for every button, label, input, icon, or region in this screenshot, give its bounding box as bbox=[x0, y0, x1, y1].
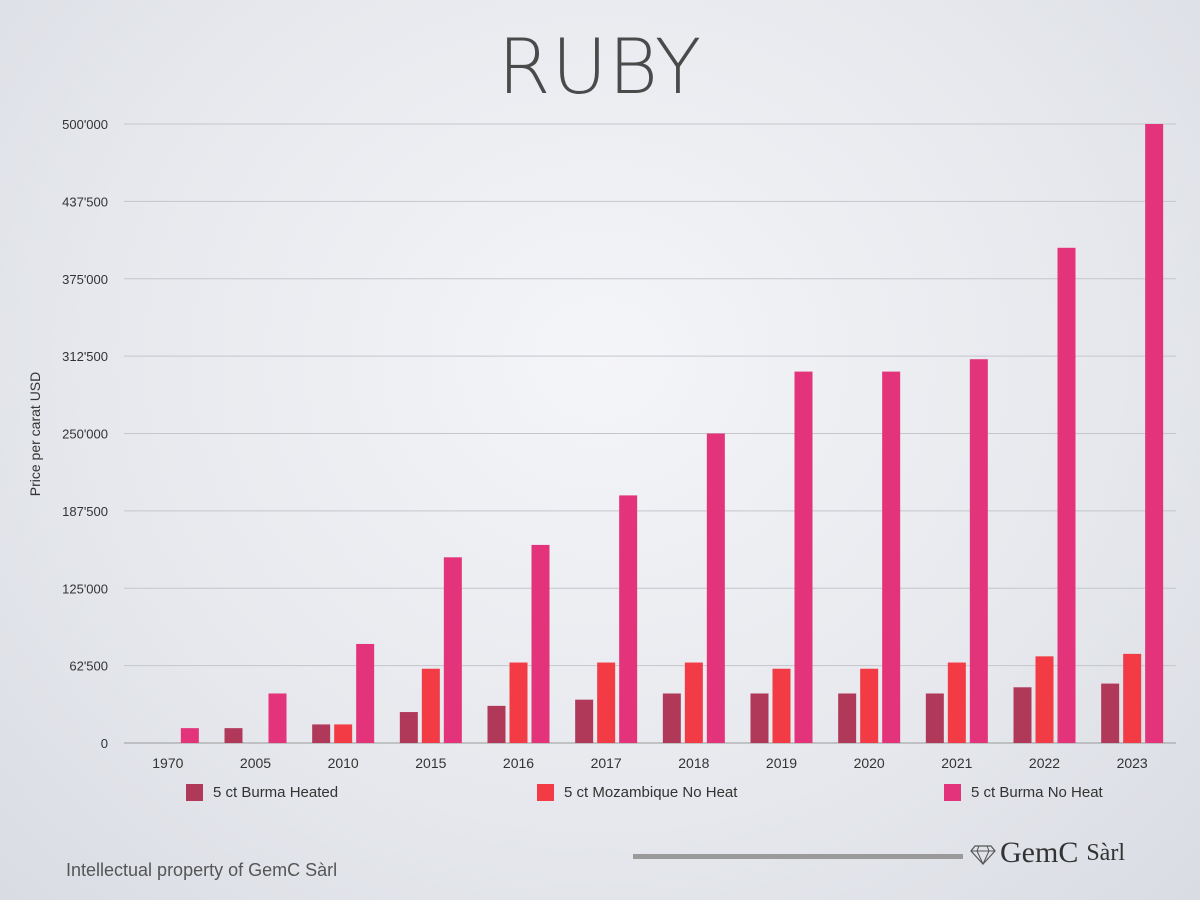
grid-lines bbox=[124, 123, 1176, 744]
bar-5-ct-burma-no-heat-2010 bbox=[356, 643, 375, 743]
bar-5-ct-mozambique-no-heat-2019 bbox=[772, 668, 791, 743]
x-tick-label: 2016 bbox=[503, 755, 534, 771]
bars bbox=[180, 124, 1164, 744]
bar-5-ct-burma-heated-2022 bbox=[1013, 687, 1032, 743]
footer-divider bbox=[633, 854, 963, 859]
y-tick-label: 437'500 bbox=[62, 194, 108, 209]
bar-5-ct-mozambique-no-heat-2021 bbox=[947, 662, 966, 743]
x-tick-label: 2021 bbox=[941, 755, 972, 771]
bar-5-ct-burma-heated-2005 bbox=[224, 728, 243, 743]
legend-label: 5 ct Burma Heated bbox=[213, 784, 339, 801]
bar-5-ct-burma-no-heat-2015 bbox=[443, 557, 462, 743]
logo-name: GemC bbox=[1000, 836, 1079, 869]
y-tick-label: 375'000 bbox=[62, 272, 108, 287]
logo-suffix: Sàrl bbox=[1086, 839, 1125, 866]
bar-5-ct-burma-no-heat-2020 bbox=[882, 371, 901, 743]
y-tick-label: 0 bbox=[101, 736, 108, 751]
legend-swatch bbox=[944, 784, 961, 801]
x-tick-label: 1970 bbox=[152, 755, 183, 771]
bar-5-ct-burma-no-heat-1970 bbox=[180, 728, 199, 743]
bar-5-ct-burma-heated-2020 bbox=[838, 693, 857, 743]
y-tick-label: 250'000 bbox=[62, 427, 108, 442]
bar-5-ct-burma-no-heat-2023 bbox=[1145, 124, 1164, 743]
legend-label: 5 ct Mozambique No Heat bbox=[564, 784, 738, 801]
bar-5-ct-burma-heated-2021 bbox=[925, 693, 944, 743]
y-tick-label: 125'000 bbox=[62, 581, 108, 596]
x-tick-label: 2018 bbox=[678, 755, 709, 771]
x-tick-label: 2022 bbox=[1029, 755, 1060, 771]
bar-5-ct-burma-no-heat-2005 bbox=[268, 693, 287, 743]
y-tick-labels: 0 62'500 125'000 187'500 250'000 312'500 375'0… bbox=[62, 117, 108, 751]
bar-5-ct-burma-heated-2018 bbox=[662, 693, 681, 743]
bar-5-ct-burma-heated-2023 bbox=[1101, 683, 1120, 743]
y-tick-label: 500'000 bbox=[62, 117, 108, 132]
bar-5-ct-burma-heated-2010 bbox=[312, 724, 331, 743]
copyright-notice: Intellectual property of GemC Sàrl bbox=[66, 860, 338, 880]
x-tick-label: 2020 bbox=[854, 755, 885, 771]
bar-5-ct-burma-heated-2016 bbox=[487, 705, 506, 743]
bar-5-ct-burma-no-heat-2021 bbox=[969, 359, 988, 743]
legend-label: 5 ct Burma No Heat bbox=[971, 784, 1103, 801]
legend: 5 ct Burma Heated 5 ct Mozambique No Hea… bbox=[0, 784, 1200, 808]
legend-swatch bbox=[537, 784, 554, 801]
bar-5-ct-mozambique-no-heat-2018 bbox=[684, 662, 703, 743]
bar-5-ct-mozambique-no-heat-2020 bbox=[860, 668, 879, 743]
company-logo: GemC Sàrl bbox=[970, 836, 1125, 870]
x-tick-label: 2017 bbox=[591, 755, 622, 771]
x-tick-label: 2015 bbox=[415, 755, 446, 771]
x-tick-label: 2010 bbox=[328, 755, 359, 771]
legend-item-mozambique-no-heat: 5 ct Mozambique No Heat bbox=[537, 784, 737, 801]
x-tick-labels: 1970 2005 2010 2015 2016 2017 2018 2019 2020 2021… bbox=[152, 755, 1148, 771]
bar-5-ct-burma-no-heat-2017 bbox=[619, 495, 638, 743]
bar-5-ct-mozambique-no-heat-2016 bbox=[509, 662, 528, 743]
bar-5-ct-burma-no-heat-2018 bbox=[706, 433, 725, 743]
bar-5-ct-mozambique-no-heat-2017 bbox=[597, 662, 616, 743]
diamond-icon bbox=[970, 845, 996, 866]
legend-item-burma-no-heat: 5 ct Burma No Heat bbox=[944, 784, 1103, 801]
bar-5-ct-burma-heated-2015 bbox=[399, 712, 418, 743]
y-tick-label: 187'500 bbox=[62, 504, 108, 519]
chart-title: RUBY bbox=[497, 22, 703, 111]
bar-5-ct-burma-heated-2019 bbox=[750, 693, 769, 743]
bar-5-ct-burma-no-heat-2022 bbox=[1057, 247, 1076, 744]
y-axis-label: Price per carat USD bbox=[27, 372, 43, 496]
bar-5-ct-burma-no-heat-2019 bbox=[794, 371, 813, 743]
bar-5-ct-mozambique-no-heat-2015 bbox=[421, 668, 440, 743]
bar-5-ct-mozambique-no-heat-2010 bbox=[334, 724, 353, 743]
legend-swatch bbox=[186, 784, 203, 801]
y-tick-label: 62'500 bbox=[69, 659, 108, 674]
bar-5-ct-mozambique-no-heat-2023 bbox=[1123, 653, 1142, 743]
x-tick-label: 2005 bbox=[240, 755, 271, 771]
x-tick-label: 2019 bbox=[766, 755, 797, 771]
bar-5-ct-burma-heated-2017 bbox=[575, 699, 594, 743]
y-tick-label: 312'500 bbox=[62, 349, 108, 364]
legend-item-burma-heated: 5 ct Burma Heated bbox=[186, 784, 338, 801]
x-tick-label: 2023 bbox=[1117, 755, 1148, 771]
bar-5-ct-mozambique-no-heat-2022 bbox=[1035, 656, 1054, 743]
bar-5-ct-burma-no-heat-2016 bbox=[531, 544, 550, 743]
